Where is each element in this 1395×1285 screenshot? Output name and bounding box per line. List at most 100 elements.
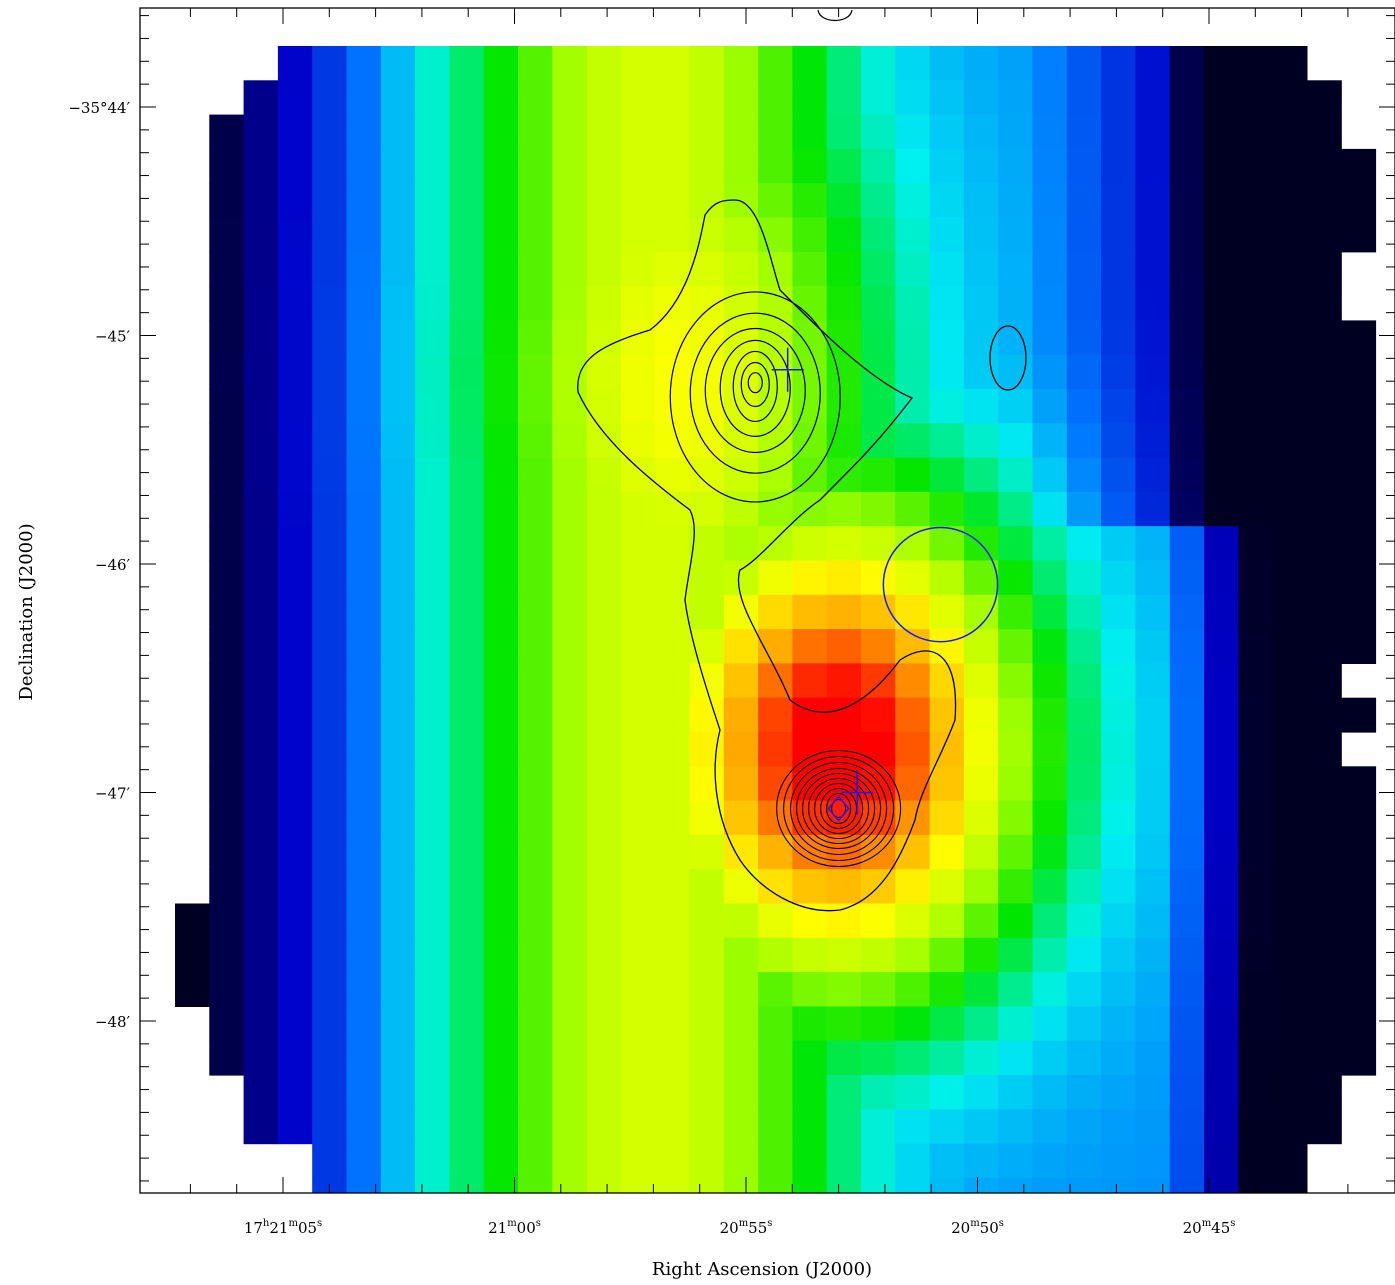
heatmap-cell — [620, 354, 656, 390]
heatmap-cell — [1169, 320, 1205, 356]
heatmap-cell — [1306, 766, 1342, 802]
heatmap-cell — [895, 560, 931, 596]
heatmap-cell — [895, 457, 931, 493]
heatmap-cell — [1204, 869, 1239, 905]
heatmap-cell — [655, 1109, 691, 1145]
heatmap-cell — [929, 320, 965, 356]
heatmap-cell — [449, 114, 485, 150]
heatmap-cell — [723, 1109, 759, 1145]
heatmap-cell — [518, 1040, 553, 1076]
heatmap-cell — [1101, 80, 1136, 116]
heatmap-cell — [1169, 1109, 1205, 1145]
heatmap-cell — [1341, 491, 1377, 527]
heatmap-cell — [346, 800, 382, 836]
heatmap-cell — [1101, 114, 1136, 150]
heatmap-cell — [209, 972, 245, 1007]
heatmap-cell — [895, 1040, 931, 1076]
heatmap-cell — [861, 1006, 896, 1042]
heatmap-cell — [312, 80, 348, 116]
heatmap-cell — [758, 80, 793, 116]
heatmap-cell — [723, 629, 759, 664]
heatmap-cell — [586, 80, 622, 116]
heatmap-cell — [998, 1177, 1034, 1193]
heatmap-cell — [826, 251, 862, 287]
heatmap-cell — [1135, 972, 1171, 1007]
heatmap-cell — [209, 663, 245, 699]
heatmap-cell — [963, 457, 999, 493]
heatmap-cell — [1341, 320, 1377, 356]
heatmap-cell — [277, 1006, 313, 1042]
heatmap-cell — [963, 1109, 999, 1145]
heatmap-cell — [861, 663, 896, 699]
heatmap-cell — [1169, 869, 1205, 905]
heatmap-cell — [929, 114, 965, 150]
heatmap-cell — [518, 148, 553, 184]
heatmap-cell — [277, 114, 313, 150]
heatmap-cell — [277, 903, 313, 939]
heatmap-cell — [1238, 903, 1274, 939]
heatmap-cell — [792, 972, 828, 1007]
heatmap-cell — [415, 1177, 450, 1193]
heatmap-cell — [826, 183, 862, 219]
heatmap-cell — [723, 1143, 759, 1179]
heatmap-cell — [861, 1040, 896, 1076]
heatmap-cell — [449, 937, 485, 973]
heatmap-cell — [1169, 834, 1205, 870]
heatmap-cell — [346, 1177, 382, 1193]
heatmap-cell — [1169, 800, 1205, 836]
heatmap-cell — [277, 732, 313, 767]
heatmap-cell — [689, 320, 725, 356]
heatmap-cell — [723, 148, 759, 184]
heatmap-cell — [1135, 1006, 1171, 1042]
heatmap-cell — [758, 491, 793, 527]
heatmap-cell — [483, 732, 519, 767]
heatmap-cell — [518, 491, 553, 527]
heatmap-cell — [826, 217, 862, 253]
heatmap-cell — [1135, 1109, 1171, 1145]
heatmap-cell — [1341, 972, 1377, 1007]
heatmap-cell — [963, 629, 999, 664]
heatmap-cell — [586, 903, 622, 939]
heatmap-cell — [620, 148, 656, 184]
heatmap-cell — [209, 389, 245, 424]
heatmap-cell — [826, 800, 862, 836]
heatmap-cell — [1101, 423, 1136, 459]
heatmap-cell — [346, 423, 382, 459]
heatmap-cell — [1272, 732, 1308, 767]
heatmap-cell — [1032, 1143, 1068, 1179]
heatmap-cell — [1238, 766, 1274, 802]
heatmap-cell — [826, 46, 862, 81]
heatmap-cell — [792, 354, 828, 390]
heatmap-cell — [1272, 937, 1308, 973]
heatmap-cell — [312, 1040, 348, 1076]
heatmap-cell — [346, 560, 382, 596]
heatmap-cell — [483, 1177, 519, 1193]
heatmap-cell — [655, 1006, 691, 1042]
heatmap-cell — [1341, 389, 1377, 424]
heatmap-cell — [209, 732, 245, 767]
heatmap-cell — [655, 937, 691, 973]
heatmap-cell — [449, 148, 485, 184]
heatmap-cell — [380, 354, 416, 390]
heatmap-cell — [1238, 217, 1274, 253]
heatmap-cell — [380, 148, 416, 184]
heatmap-cell — [552, 800, 588, 836]
heatmap-cell — [929, 663, 965, 699]
heatmap-cell — [1341, 629, 1377, 664]
heatmap-cell — [415, 663, 450, 699]
heatmap-cell — [380, 251, 416, 287]
heatmap-cell — [1306, 80, 1342, 116]
heatmap-cell — [1238, 491, 1274, 527]
heatmap-cell — [998, 869, 1034, 905]
heatmap-cell — [518, 800, 553, 836]
heatmap-cell — [1169, 697, 1205, 733]
heatmap-cell — [483, 560, 519, 596]
heatmap-cell — [1135, 834, 1171, 870]
heatmap-cell — [723, 663, 759, 699]
heatmap-cell — [689, 148, 725, 184]
heatmap-cell — [1341, 560, 1377, 596]
heatmap-cell — [586, 423, 622, 459]
heatmap-cell — [380, 834, 416, 870]
heatmap-cell — [1032, 629, 1068, 664]
heatmap-cell — [620, 1040, 656, 1076]
